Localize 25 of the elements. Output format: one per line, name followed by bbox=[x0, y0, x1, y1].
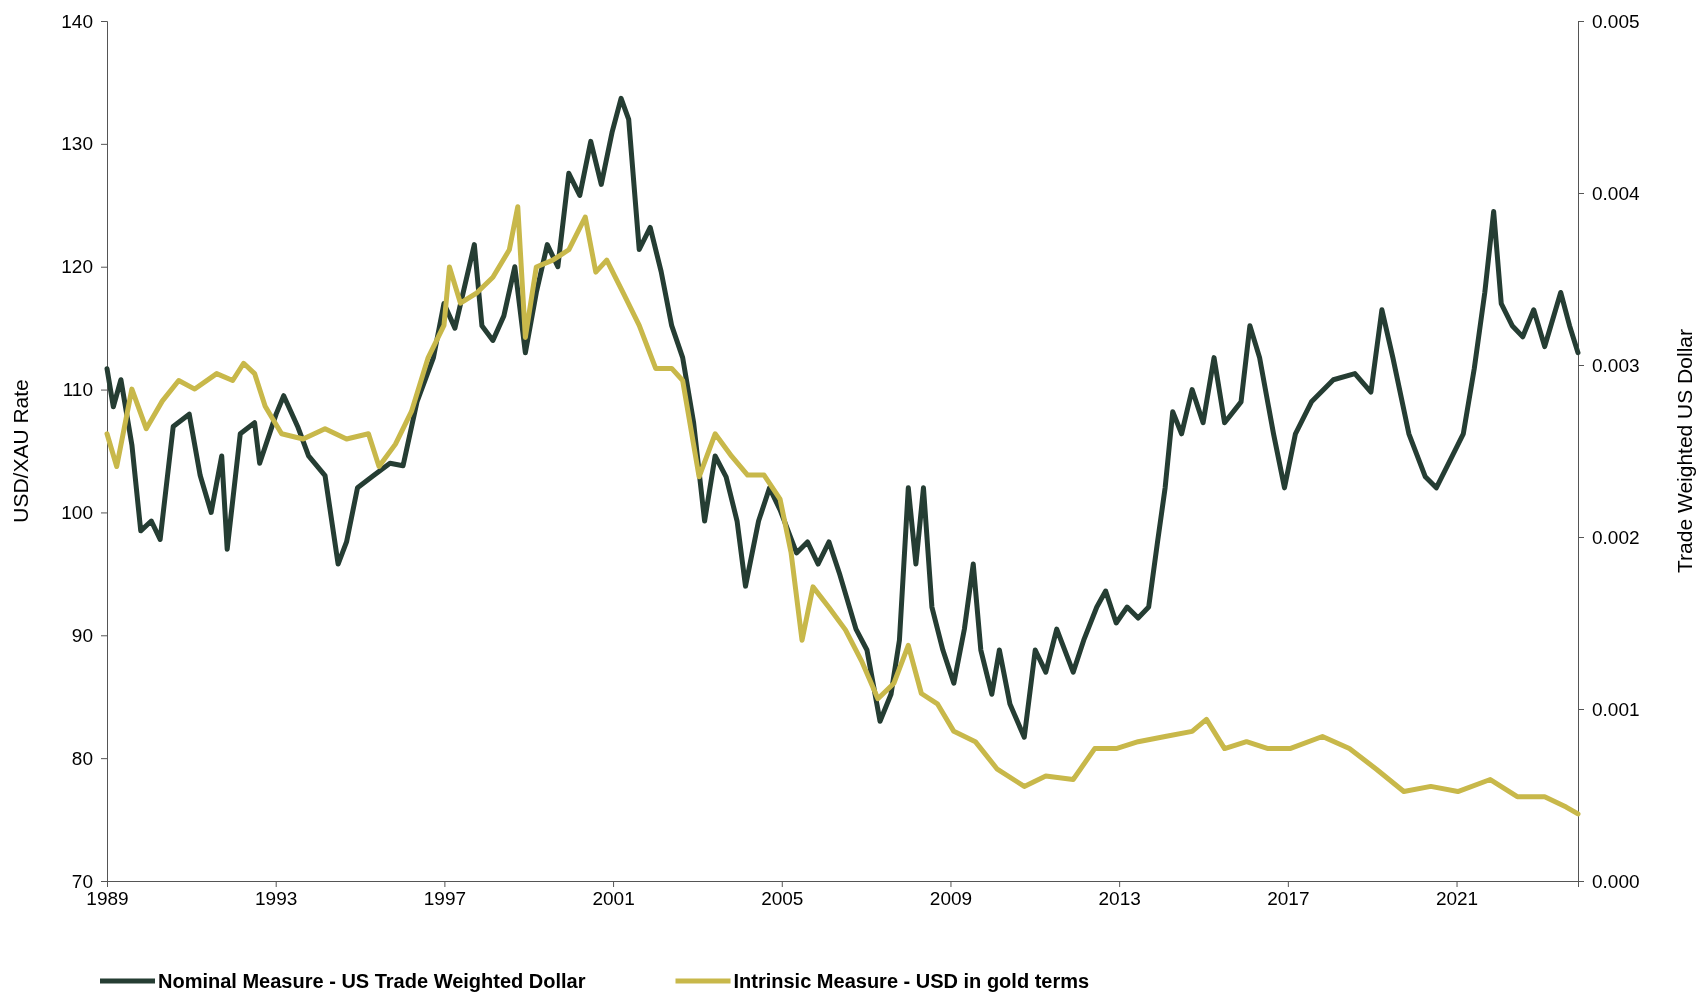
x-tick-label: 2021 bbox=[1435, 888, 1479, 910]
x-tick-label: 1997 bbox=[423, 888, 467, 910]
x-tick-label: 1993 bbox=[255, 888, 298, 910]
y2-tick-label: 0.001 bbox=[1592, 698, 1640, 720]
legend-label: Nominal Measure - US Trade Weighted Dollar bbox=[158, 970, 586, 992]
y-tick-label: 130 bbox=[61, 133, 93, 155]
x-tick-label: 2017 bbox=[1267, 888, 1310, 910]
y2-tick-label: 0.000 bbox=[1592, 870, 1640, 892]
y-tick-label: 80 bbox=[71, 747, 93, 769]
x-tick-label: 2009 bbox=[929, 888, 973, 910]
x-tick-label: 2013 bbox=[1098, 888, 1141, 910]
y2-tick-label: 0.004 bbox=[1592, 182, 1640, 204]
y2-tick-label: 0.002 bbox=[1592, 526, 1640, 548]
y-axis-title: USD/XAU Rate bbox=[9, 379, 32, 523]
y2-tick-label: 0.005 bbox=[1592, 10, 1640, 32]
legend-label: Intrinsic Measure - USD in gold terms bbox=[733, 970, 1090, 992]
x-tick-label: 2001 bbox=[592, 888, 635, 910]
y-tick-label: 120 bbox=[61, 256, 93, 278]
x-tick-label: 2005 bbox=[761, 888, 804, 910]
y-tick-label: 90 bbox=[71, 624, 93, 646]
y-tick-label: 100 bbox=[61, 502, 93, 524]
y-tick-label: 140 bbox=[61, 10, 93, 32]
y-tick-label: 110 bbox=[62, 379, 93, 401]
y2-tick-label: 0.003 bbox=[1592, 354, 1640, 376]
y2-axis-title: Trade Weighted US Dollar bbox=[1673, 329, 1696, 573]
